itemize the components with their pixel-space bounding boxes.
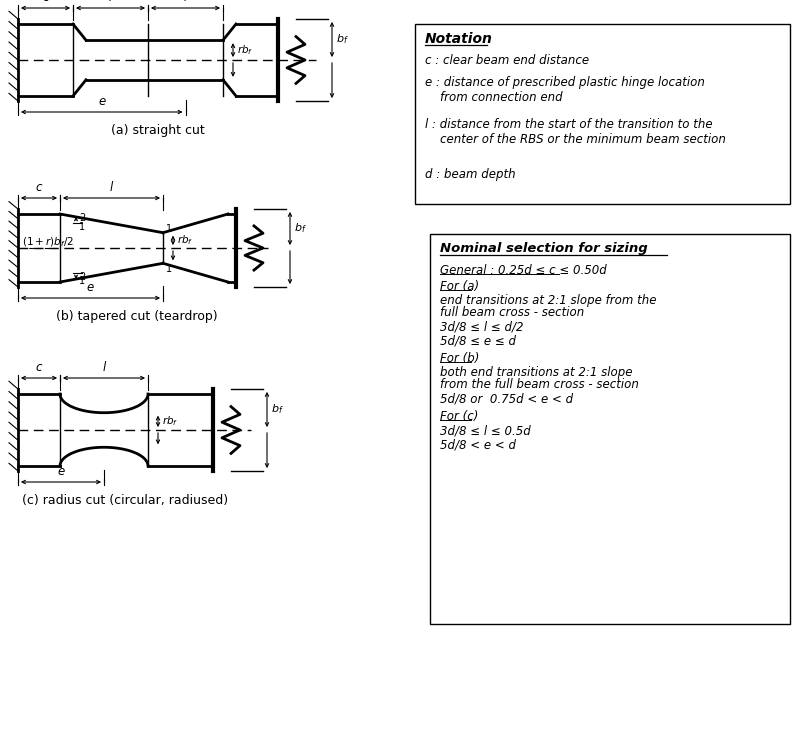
- Text: e: e: [98, 95, 106, 108]
- Text: 3d/8 ≤ l ≤ 0.5d: 3d/8 ≤ l ≤ 0.5d: [440, 424, 530, 437]
- Text: full beam cross - section: full beam cross - section: [440, 306, 584, 319]
- Text: e : distance of prescribed plastic hinge location
    from connection end: e : distance of prescribed plastic hinge…: [425, 76, 705, 104]
- Text: c: c: [36, 361, 42, 374]
- Text: (b) tapered cut (teardrop): (b) tapered cut (teardrop): [56, 310, 218, 323]
- Text: $rb_f$: $rb_f$: [177, 233, 194, 247]
- FancyBboxPatch shape: [415, 24, 790, 204]
- Text: from the full beam cross - section: from the full beam cross - section: [440, 378, 639, 391]
- Text: 1: 1: [166, 264, 172, 275]
- Text: l : distance from the start of the transition to the
    center of the RBS or th: l : distance from the start of the trans…: [425, 118, 726, 146]
- Text: For (c): For (c): [440, 410, 478, 423]
- Text: both end transitions at 2:1 slope: both end transitions at 2:1 slope: [440, 366, 633, 379]
- Text: c: c: [42, 0, 49, 4]
- Text: c : clear beam end distance: c : clear beam end distance: [425, 54, 589, 67]
- Text: 1: 1: [166, 224, 172, 233]
- Text: $rb_f$: $rb_f$: [162, 415, 178, 428]
- Text: e: e: [87, 281, 94, 294]
- Text: 5d/8 ≤ e ≤ d: 5d/8 ≤ e ≤ d: [440, 334, 516, 347]
- Text: 5d/8 < e < d: 5d/8 < e < d: [440, 438, 516, 451]
- Text: $b_f$: $b_f$: [294, 222, 306, 236]
- Text: d : beam depth: d : beam depth: [425, 168, 516, 181]
- Text: l: l: [184, 0, 187, 4]
- Text: 5d/8 or  0.75d < e < d: 5d/8 or 0.75d < e < d: [440, 392, 573, 405]
- Text: l: l: [109, 0, 112, 4]
- Text: $rb_f$: $rb_f$: [237, 43, 254, 57]
- Text: 1: 1: [79, 222, 85, 232]
- Text: For (b): For (b): [440, 352, 479, 365]
- Text: l: l: [102, 361, 106, 374]
- Text: 2: 2: [79, 272, 86, 282]
- Text: General : 0.25d ≤ c ≤ 0.50d: General : 0.25d ≤ c ≤ 0.50d: [440, 264, 606, 277]
- Text: (c) radius cut (circular, radiused): (c) radius cut (circular, radiused): [22, 494, 229, 507]
- Text: end transitions at 2:1 slope from the: end transitions at 2:1 slope from the: [440, 294, 657, 307]
- Text: $(1+r)b_f/2$: $(1+r)b_f/2$: [22, 235, 74, 249]
- Text: c: c: [36, 181, 42, 194]
- Text: (a) straight cut: (a) straight cut: [111, 124, 205, 137]
- Text: l: l: [110, 181, 113, 194]
- Text: 2: 2: [79, 213, 86, 223]
- Text: e: e: [58, 465, 65, 478]
- Text: 3d/8 ≤ l ≤ d/2: 3d/8 ≤ l ≤ d/2: [440, 320, 523, 333]
- Text: $b_f$: $b_f$: [336, 32, 349, 46]
- Text: Nominal selection for sizing: Nominal selection for sizing: [440, 242, 648, 255]
- Text: $b_f$: $b_f$: [271, 403, 284, 416]
- Text: For (a): For (a): [440, 280, 479, 293]
- Text: Notation: Notation: [425, 32, 493, 46]
- Text: 1: 1: [79, 276, 85, 286]
- FancyBboxPatch shape: [430, 234, 790, 624]
